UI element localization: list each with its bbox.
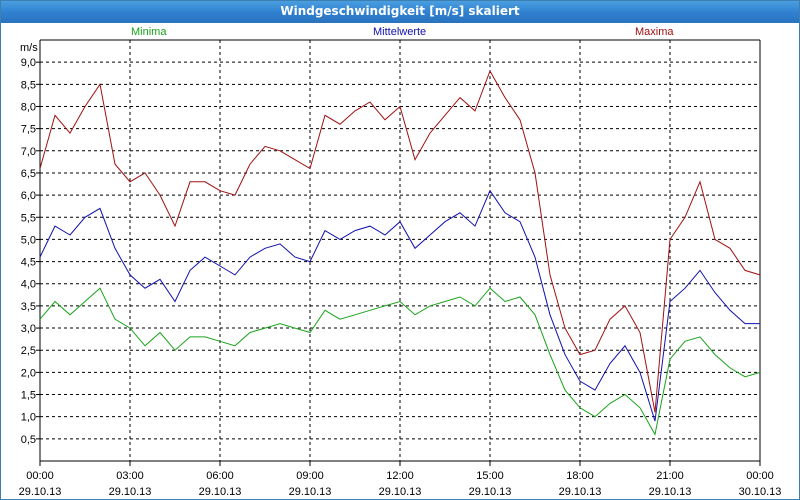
y-tick-label: 7,5 [21,124,36,136]
y-tick-label: 8,0 [21,101,36,113]
y-tick-label: 8,5 [21,79,36,91]
grid [40,40,760,461]
x-tick-date: 29.10.13 [379,486,422,498]
x-tick-date: 29.10.13 [469,486,512,498]
x-tick-time: 15:00 [476,470,504,482]
y-tick-label: 3,0 [21,323,36,335]
minima-line [39,287,761,436]
x-tick-time: 12:00 [386,470,414,482]
mittelwerte-line [39,189,760,422]
x-tick-time: 00:00 [746,470,774,482]
window-title: Windgeschwindigkeit [m/s] skaliert [280,4,520,18]
legend-minima: Minima [131,26,167,38]
series-lines [39,69,761,436]
x-tick-date: 29.10.13 [109,486,152,498]
y-tick-labels: 0,5 1,0 1,5 2,0 2,5 3,0 3,5 4,0 4,5 5,0 5,5 6,0 6,5 7… [21,57,36,446]
maxima-line [39,69,761,413]
axes [36,39,761,466]
y-axis-unit-label: m/s [20,42,38,54]
x-tick-time: 21:00 [656,470,684,482]
x-tick-labels: 00:00 29.10.13 03:00 29.10.13 06:00 29.10.13 0… [19,470,782,498]
x-tick-date: 30.10.13 [739,486,782,498]
y-tick-label: 7,0 [21,146,36,158]
y-tick-label: 5,0 [21,234,36,246]
y-tick-label: 0,5 [21,434,36,446]
x-tick-time: 09:00 [296,470,324,482]
y-tick-label: 4,0 [21,279,36,291]
x-tick-time: 18:00 [566,470,594,482]
legend-mittelwerte: Mittelwerte [373,26,427,38]
y-tick-label: 2,0 [21,367,36,379]
x-tick-date: 29.10.13 [19,486,62,498]
x-tick-time: 03:00 [116,470,144,482]
y-tick-label: 1,5 [21,390,36,402]
x-tick-date: 29.10.13 [199,486,242,498]
legend-maxima: Maxima [635,26,674,38]
x-tick-time: 00:00 [26,470,54,482]
title-bar: Windgeschwindigkeit [m/s] skaliert [1,1,799,23]
y-tick-label: 5,5 [21,212,36,224]
y-tick-label: 6,5 [21,168,36,180]
x-tick-date: 29.10.13 [649,486,692,498]
y-tick-label: 3,5 [21,301,36,313]
x-tick-time: 06:00 [206,470,234,482]
x-tick-date: 29.10.13 [289,486,332,498]
y-tick-label: 2,5 [21,345,36,357]
y-tick-label: 4,5 [21,257,36,269]
y-tick-label: 6,0 [21,190,36,202]
y-tick-label: 1,0 [21,412,36,424]
y-tick-label: 9,0 [21,57,36,69]
x-tick-date: 29.10.13 [559,486,602,498]
